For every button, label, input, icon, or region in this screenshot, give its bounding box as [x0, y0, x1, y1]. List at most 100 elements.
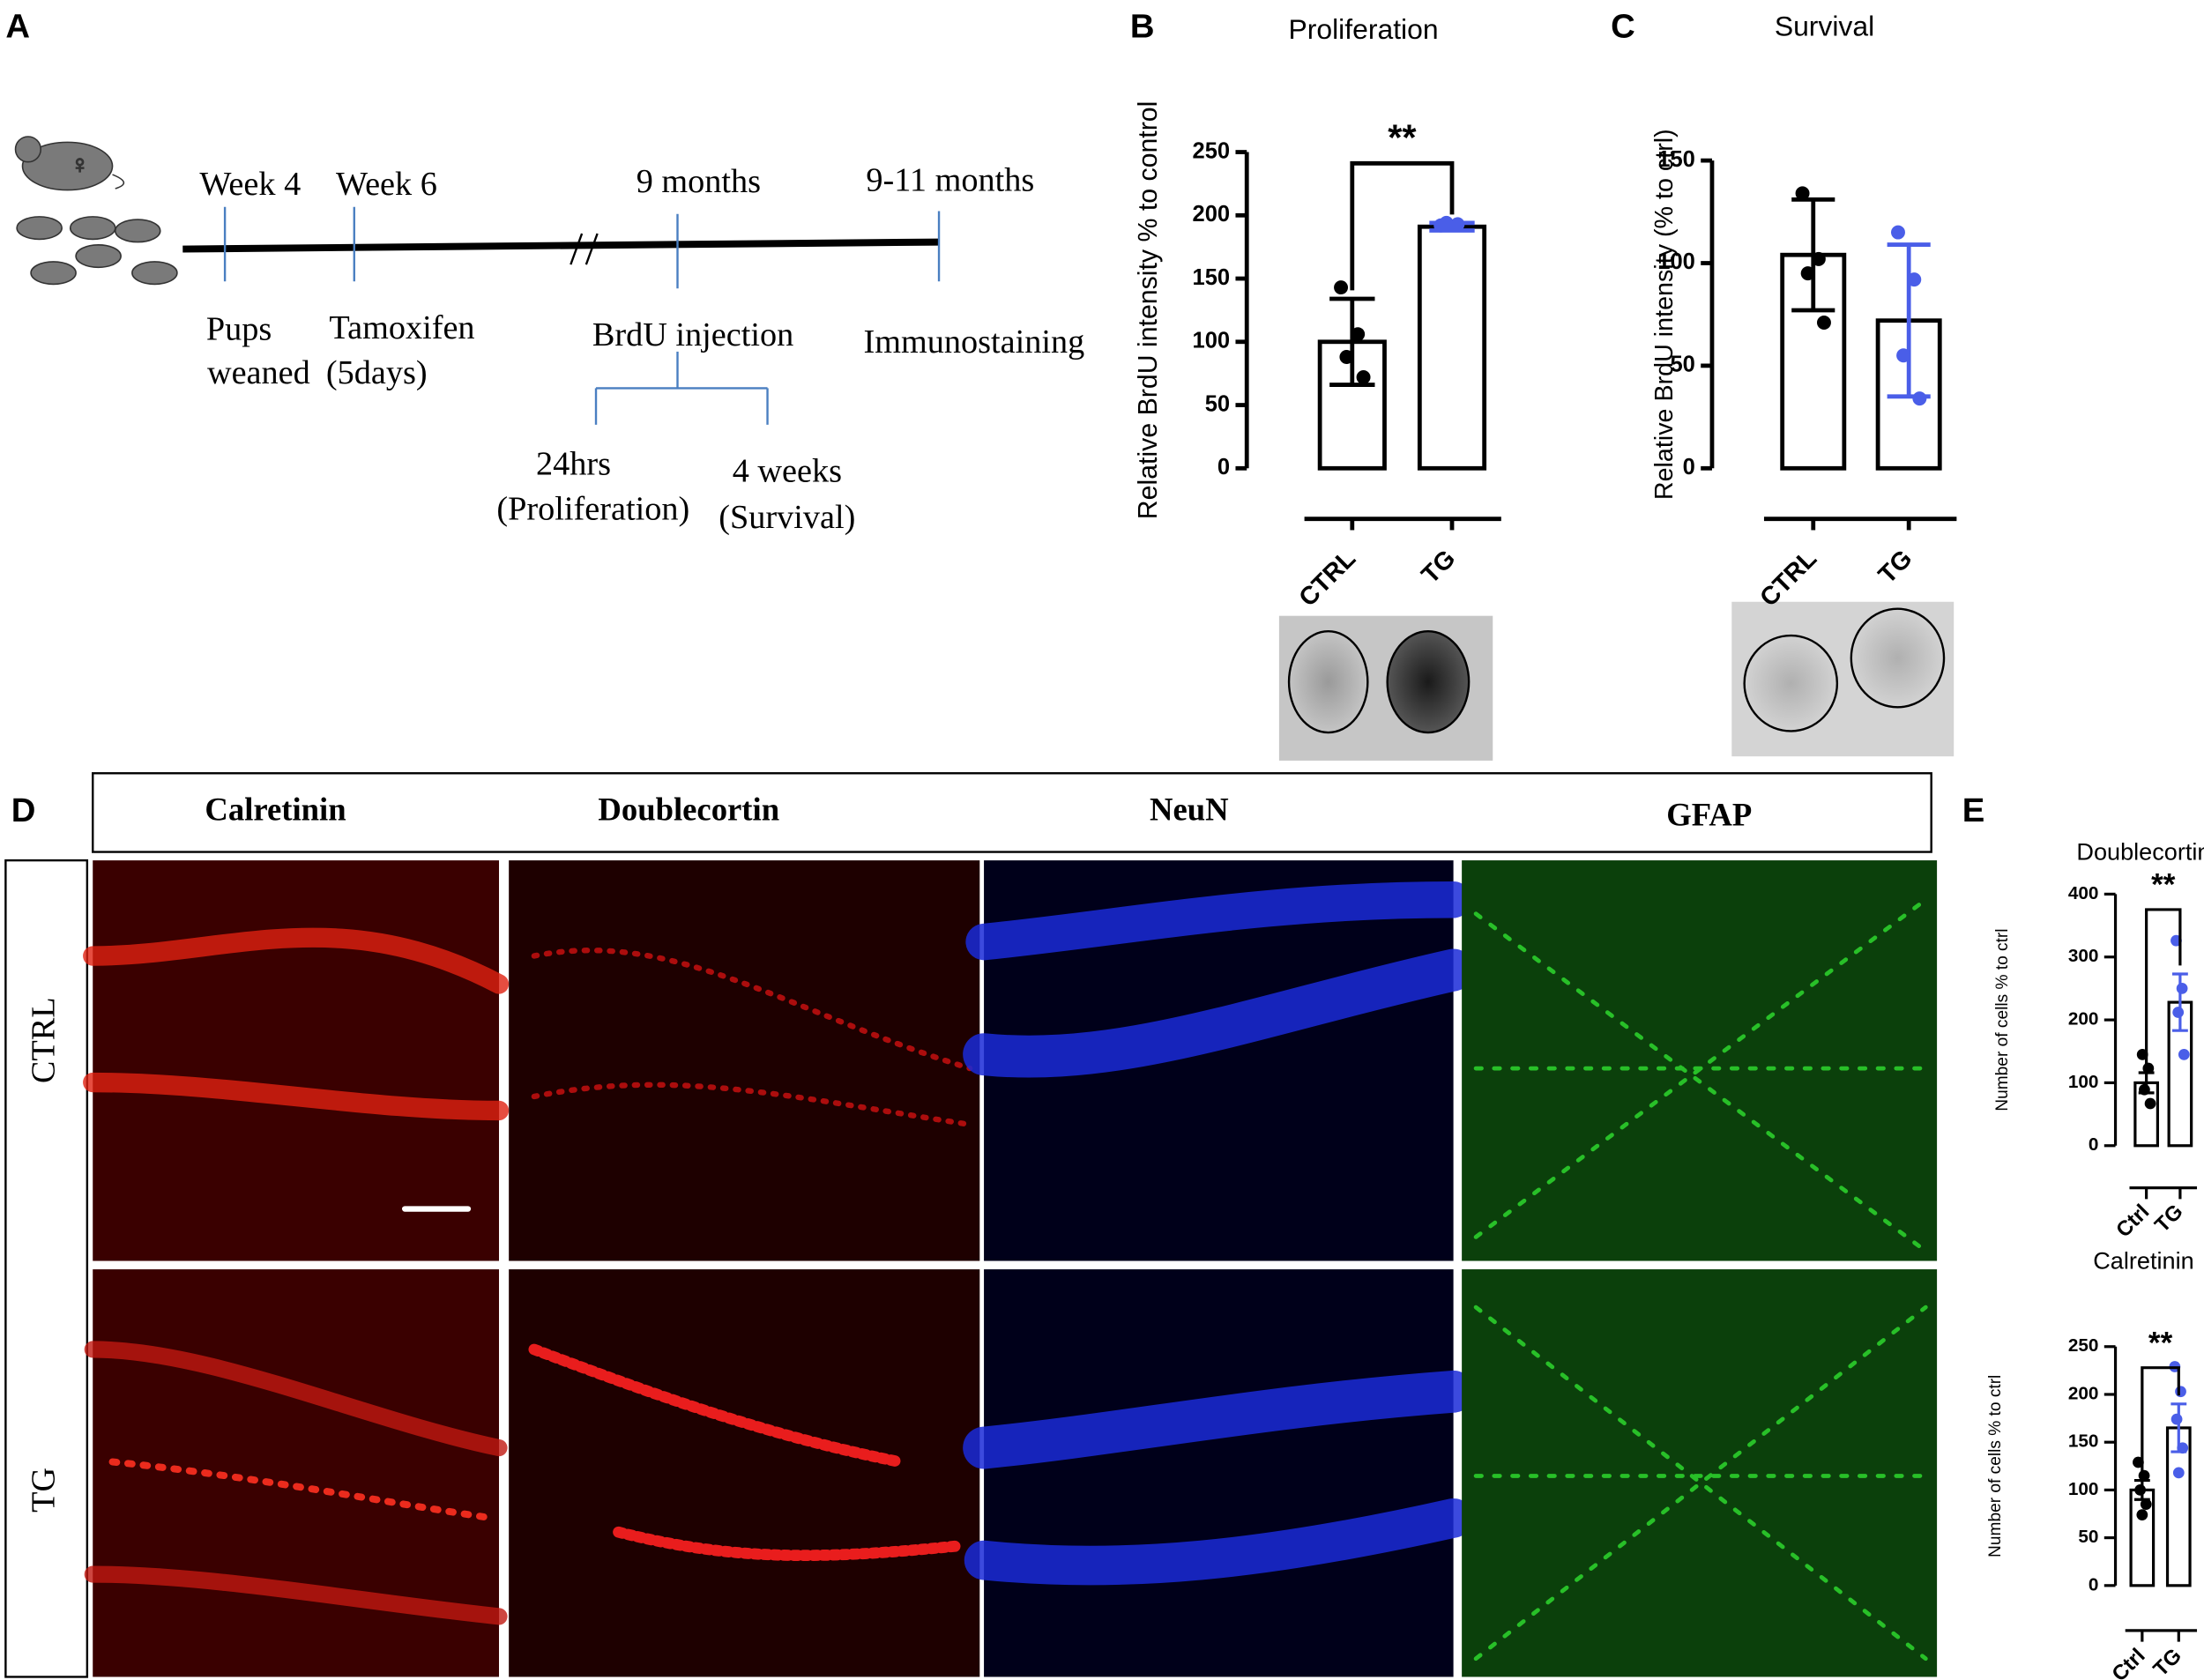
- significance-bracket: [2141, 1366, 2180, 1472]
- data-point: [1356, 369, 1371, 384]
- branch-label: 4 weeks: [733, 452, 842, 489]
- y-tick-label: 300: [2068, 946, 2099, 966]
- data-point: [2172, 1467, 2185, 1479]
- data-point: [2136, 1509, 2148, 1520]
- event-label: Tamoxifen: [329, 309, 474, 346]
- significance-label: **: [1388, 117, 1417, 159]
- panel-label: D: [11, 792, 36, 829]
- event-label: BrdU injection: [592, 316, 793, 353]
- chart-title: Proliferation: [1289, 13, 1439, 45]
- data-point: [1800, 266, 1815, 281]
- data-point: [2140, 1498, 2152, 1511]
- data-point: [1896, 348, 1911, 363]
- data-point: [2139, 1083, 2150, 1096]
- y-tick-label: 200: [2068, 1009, 2099, 1030]
- branch-label: (Proliferation): [496, 490, 689, 527]
- data-point: [1816, 316, 1831, 330]
- panel-label: E: [1962, 792, 1985, 829]
- female-symbol: ♀: [71, 151, 90, 179]
- row-label: TG: [25, 1468, 62, 1513]
- significance-bracket: [1350, 160, 1455, 291]
- timeline-axis: [182, 238, 940, 253]
- x-tick-label: TG: [2148, 1644, 2186, 1680]
- y-tick-label: 50: [1205, 391, 1230, 416]
- significance-bracket: [2145, 908, 2182, 1065]
- y-tick-label: 150: [2068, 1431, 2099, 1452]
- y-tick-label: 100: [1193, 329, 1231, 353]
- y-tick-label: 100: [1657, 249, 1695, 274]
- x-tick-label: Ctrl: [2111, 1200, 2154, 1242]
- milestone-label: Week 6: [336, 166, 437, 203]
- y-tick-label: 0: [1217, 455, 1230, 479]
- blot-image-c: [1731, 601, 1955, 757]
- data-point: [1450, 217, 1465, 232]
- data-point: [1811, 251, 1826, 266]
- mouse-icons: ♀: [14, 136, 178, 286]
- timeline-labels: Week 4 Week 6 9 months 9-11 months Pups …: [199, 161, 1084, 536]
- chart-title: Doublecortin: [2076, 837, 2204, 865]
- data-point: [2178, 1048, 2190, 1060]
- data-point: [2134, 1484, 2147, 1496]
- y-tick-label: 150: [1657, 147, 1695, 172]
- y-axis-label: Number of cells % to ctrl: [1986, 1375, 2005, 1557]
- data-point: [1891, 225, 1905, 240]
- column-header: Doublecortin: [598, 791, 779, 827]
- event-label: weaned: [207, 354, 310, 391]
- data-point: [2175, 1386, 2186, 1398]
- data-point: [2176, 983, 2188, 994]
- milestone-label: 9 months: [637, 163, 761, 200]
- data-point: [2172, 1007, 2185, 1018]
- y-tick-label: 250: [1193, 138, 1231, 163]
- chart-title: Calretinin: [2093, 1246, 2193, 1274]
- branch-label: (Survival): [719, 499, 855, 536]
- y-tick-label: 0: [2089, 1134, 2099, 1155]
- milestone-label: Week 4: [199, 166, 301, 203]
- y-tick-label: 200: [2068, 1383, 2099, 1403]
- y-axis-label: Number of cells % to ctrl: [1993, 928, 2012, 1111]
- y-axis-label: Relative BrdU intensity (% to ctrl): [1650, 129, 1679, 500]
- significance-label: **: [2148, 1326, 2173, 1360]
- panel-label: B: [1130, 7, 1155, 45]
- y-tick-label: 0: [1683, 455, 1695, 479]
- row-label-box: [4, 859, 89, 1678]
- x-tick-label: TG: [1873, 545, 1918, 590]
- data-point: [1795, 186, 1810, 201]
- significance-label: **: [2151, 868, 2176, 903]
- y-tick-label: 400: [2068, 883, 2099, 903]
- y-tick-label: 50: [1670, 353, 1694, 377]
- y-tick-label: 100: [2068, 1479, 2099, 1499]
- y-tick-label: 0: [2089, 1574, 2099, 1595]
- event-label: Pups: [206, 310, 272, 347]
- branch-label: 24hrs: [536, 445, 611, 482]
- panel-label: C: [1611, 7, 1635, 45]
- data-point: [2170, 1413, 2183, 1425]
- data-point: [2138, 1469, 2150, 1482]
- chart-title: Survival: [1775, 11, 1874, 42]
- y-tick-label: 150: [1193, 265, 1231, 290]
- data-point: [1351, 327, 1366, 342]
- data-point: [1339, 350, 1354, 364]
- data-point: [2142, 1062, 2155, 1074]
- y-tick-label: 50: [2078, 1527, 2098, 1547]
- y-tick-label: 200: [1193, 202, 1231, 227]
- y-tick-label: 250: [2068, 1335, 2099, 1356]
- axis-break: [570, 233, 599, 265]
- data-point: [1912, 391, 1927, 406]
- x-tick-label: TG: [1417, 545, 1462, 590]
- bar: [1417, 224, 1487, 471]
- data-point: [1334, 280, 1349, 295]
- column-header: GFAP: [1666, 797, 1752, 833]
- x-tick-label: Ctrl: [2107, 1644, 2149, 1680]
- data-point: [2177, 1442, 2189, 1454]
- blot-image-b: [1278, 615, 1493, 761]
- panel-label: A: [5, 7, 30, 45]
- x-tick-label: TG: [2150, 1200, 2188, 1238]
- row-label: CTRL: [25, 997, 62, 1083]
- error-bar: [1329, 296, 1375, 387]
- micrographs: [83, 860, 1938, 1677]
- data-point: [2144, 1097, 2156, 1110]
- event-label: (5days): [326, 354, 428, 391]
- event-label: Immunostaining: [864, 323, 1085, 361]
